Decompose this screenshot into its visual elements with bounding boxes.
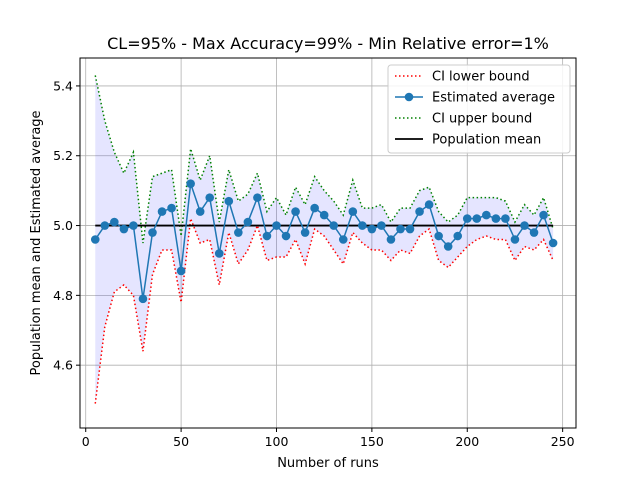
estimated-average-point [443,242,453,251]
estimated-average-point [186,179,195,188]
estimated-average-point [224,196,234,206]
estimated-average-point [262,231,272,241]
estimated-average-point [348,207,358,216]
ci-lower-line [94,218,554,404]
estimated-average-point [205,193,215,202]
estimated-average-point [300,228,310,237]
estimated-average-point [529,228,539,237]
y-tick-label: 4.8 [53,288,73,303]
estimated-average-point [386,235,396,244]
ci-upper-line [94,75,554,244]
x-tick-label: 0 [82,434,90,449]
estimated-average-point [148,228,157,237]
estimated-average-point [176,266,186,276]
y-tick-label: 5.2 [53,148,73,163]
x-axis-label: Number of runs [277,456,379,471]
estimated-average-point [424,200,434,209]
estimated-average-point [234,228,243,237]
estimated-average-point [453,231,463,241]
legend-label: CI lower bound [432,70,530,85]
estimated-average-point [195,207,205,216]
x-tick-label: 50 [173,434,189,449]
estimated-average-point [415,207,424,216]
estimated-average-point [167,203,176,213]
estimated-average-point [338,235,348,244]
estimated-average-point [272,221,281,230]
estimated-average-point [377,221,386,230]
x-tick-label: 250 [551,434,575,449]
legend-marker [404,92,414,102]
estimated-average-point [110,217,119,227]
estimated-average-point [119,224,129,234]
estimated-average-point [129,221,138,230]
estimated-average-point [396,224,405,234]
estimated-average-point [501,214,510,223]
y-tick-label: 4.6 [53,358,73,373]
axis-ticks: 0 50 100 150 200 250 4.6 4.8 5.0 5.2 5.4 [53,78,575,449]
estimated-average-point [281,231,291,241]
series-group [90,75,558,404]
estimated-average-point [434,231,443,241]
estimated-average-point [214,249,224,258]
estimated-average-point [253,193,262,202]
estimated-average-point [462,214,472,223]
estimated-average-point [319,210,329,220]
x-tick-label: 200 [455,434,479,449]
legend-box [387,64,571,154]
estimated-average-point [358,221,367,230]
estimated-average-point [548,238,558,248]
legend-label: CI upper bound [432,112,532,127]
x-tick-label: 100 [265,434,289,449]
estimated-average-point [491,214,501,223]
chart-title: CL=95% - Max Accuracy=99% - Min Relative… [107,34,549,53]
estimated-average-point [100,221,110,230]
plot-frame [79,57,577,429]
x-tick-label: 150 [360,434,384,449]
estimated-average-point [472,214,482,223]
y-tick-label: 5.4 [53,78,73,93]
estimated-average-point [520,221,529,230]
legend-label: Estimated average [432,91,555,106]
estimated-average-point [329,221,339,230]
estimated-average-point [291,207,300,216]
estimated-average-point [138,294,148,304]
estimated-average-point [90,235,100,244]
y-axis-label: Population mean and Estimated average [29,110,44,375]
estimated-average-point [367,224,377,234]
estimated-average-point [310,203,319,213]
legend: CI lower bound Estimated average CI upper … [387,64,571,154]
estimated-average-point [482,210,491,220]
estimated-average-point [510,235,520,244]
estimated-average-point [157,207,167,216]
estimated-average-point [243,217,253,227]
estimated-average-point [405,224,415,234]
estimated-average-point [539,210,548,220]
legend-label: Population mean [432,133,541,148]
y-tick-label: 5.0 [53,218,73,233]
